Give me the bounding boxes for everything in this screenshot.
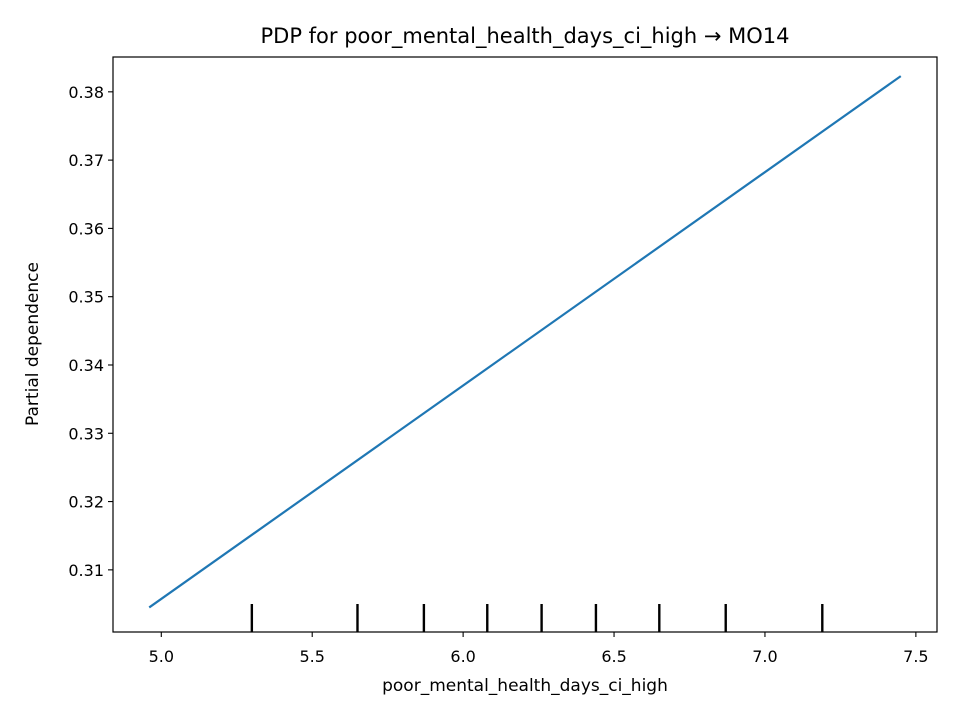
y-axis-label: Partial dependence bbox=[23, 262, 43, 426]
y-tick-label-0: 0.31 bbox=[68, 561, 104, 580]
x-tick-label-1: 5.5 bbox=[299, 647, 324, 666]
chart-title: PDP for poor_mental_health_days_ci_high … bbox=[260, 24, 789, 49]
y-tick-label-5: 0.36 bbox=[68, 219, 104, 238]
plot-area bbox=[112, 56, 938, 633]
y-tick-label-1: 0.32 bbox=[68, 493, 104, 512]
y-tick-label-3: 0.34 bbox=[68, 356, 104, 375]
x-tick-label-2: 6.0 bbox=[450, 647, 475, 666]
x-tick-label-5: 7.5 bbox=[903, 647, 928, 666]
x-tick-label-3: 6.5 bbox=[601, 647, 626, 666]
pdp-line-0 bbox=[148, 75, 902, 609]
y-tick-label-2: 0.33 bbox=[68, 424, 104, 443]
y-tick-label-7: 0.38 bbox=[68, 83, 104, 102]
x-axis-label: poor_mental_health_days_ci_high bbox=[382, 676, 668, 696]
decile-rug bbox=[250, 604, 824, 632]
series-layer bbox=[148, 75, 902, 609]
y-tick-label-6: 0.37 bbox=[68, 151, 104, 170]
axes-frame bbox=[112, 56, 938, 633]
y-axis: 0.31 0.32 0.33 0.34 0.35 0.36 0.37 0.38 bbox=[68, 83, 113, 580]
x-tick-label-4: 7.0 bbox=[752, 647, 777, 666]
x-tick-label-0: 5.0 bbox=[149, 647, 174, 666]
y-tick-label-4: 0.35 bbox=[68, 288, 104, 307]
x-axis: 5.0 5.5 6.0 6.5 7.0 7.5 bbox=[149, 632, 929, 666]
